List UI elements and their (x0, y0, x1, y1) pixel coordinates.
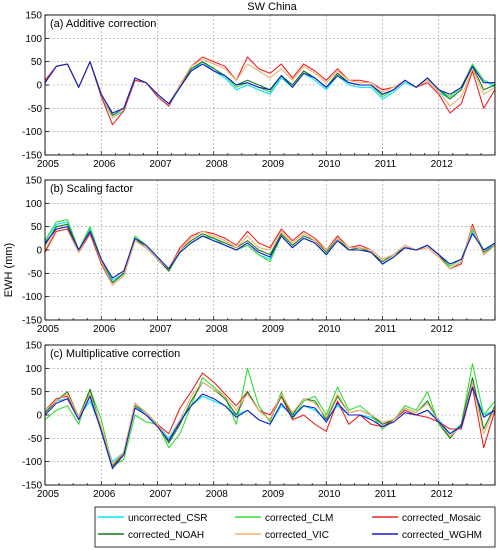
legend-box (94, 506, 496, 548)
legend-label: corrected_WGHM (402, 530, 482, 541)
x-tick-label: 2010 (318, 159, 341, 170)
y-tick-label: -50 (28, 434, 43, 445)
panel-title: (a) Additive correction (50, 18, 156, 30)
series-line-corrected-wghm (44, 226, 496, 279)
y-tick-label: 100 (25, 199, 42, 210)
series-line-corrected-clm (44, 363, 496, 467)
x-tick-label: 2011 (375, 324, 397, 335)
legend-label: uncorrected_CSR (128, 513, 207, 524)
series-line-corrected-vic (44, 381, 496, 465)
panel-title: (b) Scaling factor (50, 183, 133, 195)
y-tick-label: -150 (22, 151, 42, 162)
x-tick-label: 2005 (37, 159, 60, 170)
x-tick-label: 2009 (262, 324, 285, 335)
y-tick-label: 0 (36, 246, 42, 257)
series-line-corrected-vic (44, 226, 496, 286)
x-tick-label: 2005 (37, 489, 60, 500)
y-tick-label: 100 (25, 364, 42, 375)
y-tick-label: 150 (25, 176, 42, 187)
panel-scaling-factor: -150 -100 -50 0 50 100 150 2005 2006 2007 2008 2009… (22, 176, 496, 335)
x-tick-label: 2012 (431, 324, 454, 335)
y-tick-label: 0 (36, 81, 42, 92)
y-tick-label: 100 (25, 34, 42, 45)
y-tick-label: -50 (28, 269, 43, 280)
x-tick-label: 2008 (206, 324, 229, 335)
x-tick-label: 2007 (149, 159, 172, 170)
x-tick-label: 2011 (375, 159, 397, 170)
legend-label: corrected_CLM (265, 513, 333, 524)
x-tick-label: 2009 (262, 159, 285, 170)
series-line-corrected-mosaic (44, 56, 496, 126)
y-tick-label: -100 (22, 127, 42, 138)
x-tick-label: 2012 (431, 159, 454, 170)
legend-label: corrected_VIC (265, 530, 329, 541)
x-tick-label: 2006 (93, 159, 116, 170)
x-tick-label: 2006 (93, 489, 116, 500)
x-tick-label: 2012 (431, 489, 454, 500)
series-line-corrected-wghm (44, 61, 495, 114)
y-tick-label: 50 (31, 222, 43, 233)
figure-title: SW China (247, 1, 297, 13)
x-tick-label: 2010 (318, 324, 341, 335)
x-tick-label: 2005 (37, 324, 60, 335)
x-tick-label: 2007 (149, 489, 172, 500)
y-tick-label: 150 (25, 11, 42, 22)
y-tick-label: -150 (22, 481, 42, 492)
series-line-corrected-wghm (44, 386, 496, 470)
x-tick-label: 2008 (206, 489, 229, 500)
panel-title: (c) Multiplicative correction (50, 348, 180, 360)
y-tick-label: -50 (28, 104, 43, 115)
x-tick-label: 2011 (375, 489, 397, 500)
x-tick-label: 2010 (318, 489, 341, 500)
y-tick-label: 50 (31, 57, 43, 68)
y-tick-label: -100 (22, 292, 42, 303)
x-tick-label: 2008 (206, 159, 229, 170)
x-tick-label: 2006 (93, 324, 116, 335)
y-tick-label: -150 (22, 316, 42, 327)
panel-additive-correction: -150 -100 -50 0 50 100 150 2005 2006 2007 2008 2009… (22, 11, 496, 170)
y-axis-label: EWH (mm) (3, 243, 15, 297)
y-tick-label: 150 (25, 341, 42, 352)
y-tick-label: -100 (22, 457, 42, 468)
y-tick-label: 0 (36, 411, 42, 422)
legend-label: corrected_NOAH (128, 530, 204, 541)
x-tick-label: 2009 (262, 489, 285, 500)
x-tick-label: 2007 (149, 324, 172, 335)
legend: uncorrected_CSR corrected_CLM corrected_Mo… (94, 506, 496, 548)
series-line-corrected-vic (44, 58, 496, 119)
y-tick-label: 50 (31, 387, 43, 398)
panel-multiplicative-correction: -150 -100 -50 0 50 100 150 2005 2006 2007 2008 2009… (22, 341, 496, 500)
legend-label: corrected_Mosaic (402, 513, 481, 524)
